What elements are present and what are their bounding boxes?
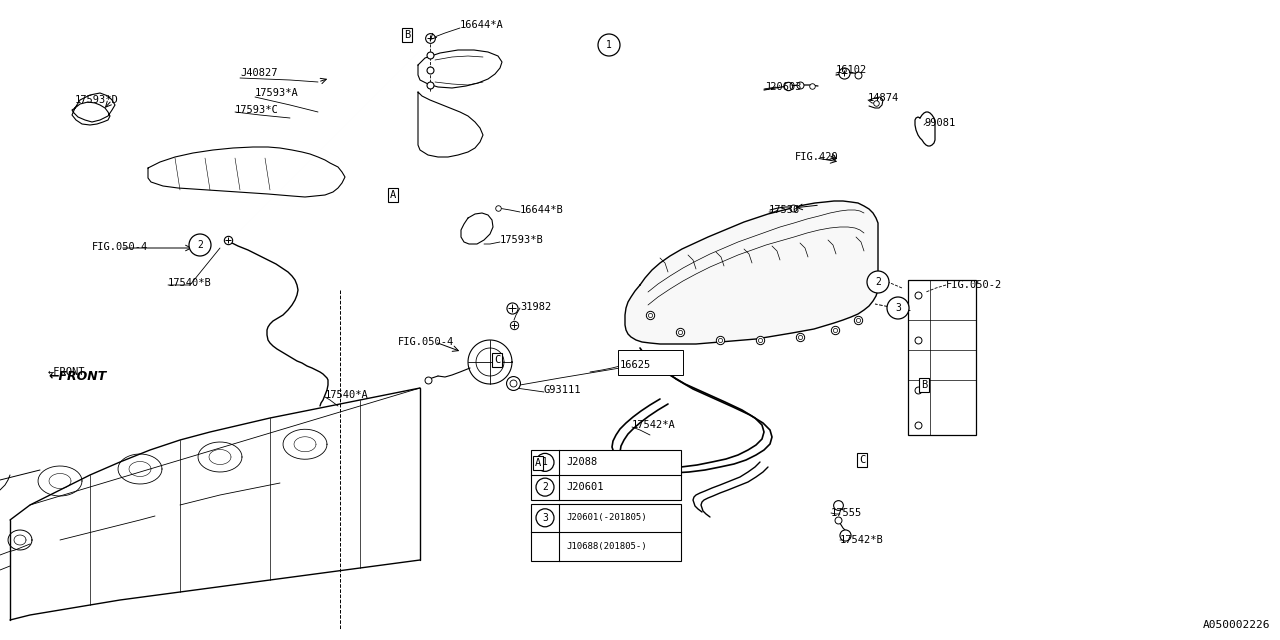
Text: J40827: J40827 (241, 68, 278, 78)
Text: 17593*B: 17593*B (500, 235, 544, 245)
Text: FIG.050-4: FIG.050-4 (398, 337, 454, 347)
Text: 17542*B: 17542*B (840, 535, 883, 545)
Bar (908, 280, 977, 435)
Text: 17542*A: 17542*A (632, 420, 676, 430)
Text: 3: 3 (895, 303, 901, 313)
Text: A050002226: A050002226 (1202, 620, 1270, 630)
Circle shape (887, 297, 909, 319)
Text: ←FRONT: ←FRONT (49, 370, 106, 383)
Text: 31982: 31982 (520, 302, 552, 312)
Text: 16625: 16625 (620, 360, 652, 370)
Bar (531, 504, 681, 561)
Circle shape (536, 509, 554, 527)
Text: 17593*D: 17593*D (76, 95, 119, 105)
Text: 3: 3 (541, 513, 548, 523)
Text: FIG.050-4: FIG.050-4 (92, 242, 148, 252)
Text: 17536: 17536 (769, 205, 800, 215)
Text: 1: 1 (605, 40, 612, 50)
Text: 99081: 99081 (924, 118, 955, 128)
Text: 2: 2 (541, 482, 548, 492)
Text: 17593*A: 17593*A (255, 88, 298, 98)
Text: 17540*A: 17540*A (325, 390, 369, 400)
Text: FIG.050-2: FIG.050-2 (946, 280, 1002, 290)
Text: C: C (494, 355, 500, 365)
Circle shape (536, 478, 554, 496)
Text: 16102: 16102 (836, 65, 868, 75)
Text: 17555: 17555 (831, 508, 863, 518)
Text: 1: 1 (541, 458, 548, 467)
Text: FIG.420: FIG.420 (795, 152, 838, 162)
Text: C: C (859, 455, 865, 465)
Circle shape (598, 34, 620, 56)
Text: J10688(201805-): J10688(201805-) (566, 542, 646, 551)
Circle shape (536, 453, 554, 472)
Bar (618, 350, 684, 375)
Circle shape (189, 234, 211, 256)
Text: A: A (390, 190, 396, 200)
Text: 17593*C: 17593*C (236, 105, 279, 115)
Text: B: B (404, 30, 410, 40)
Text: 16644*B: 16644*B (520, 205, 563, 215)
Text: B: B (920, 380, 927, 390)
Polygon shape (625, 201, 878, 344)
Text: 2: 2 (876, 277, 881, 287)
Text: J2088: J2088 (566, 458, 598, 467)
Circle shape (867, 271, 890, 293)
Text: ←FRONT: ←FRONT (49, 367, 86, 377)
Text: J20601(-201805): J20601(-201805) (566, 513, 646, 522)
Text: 14874: 14874 (868, 93, 900, 103)
Bar (531, 450, 681, 499)
Text: J20603: J20603 (764, 82, 801, 92)
Text: A: A (535, 458, 541, 468)
Text: 16644*A: 16644*A (460, 20, 504, 30)
Text: G93111: G93111 (544, 385, 581, 395)
Text: J20601: J20601 (566, 482, 603, 492)
Text: 17540*B: 17540*B (168, 278, 211, 288)
Text: 2: 2 (197, 240, 204, 250)
